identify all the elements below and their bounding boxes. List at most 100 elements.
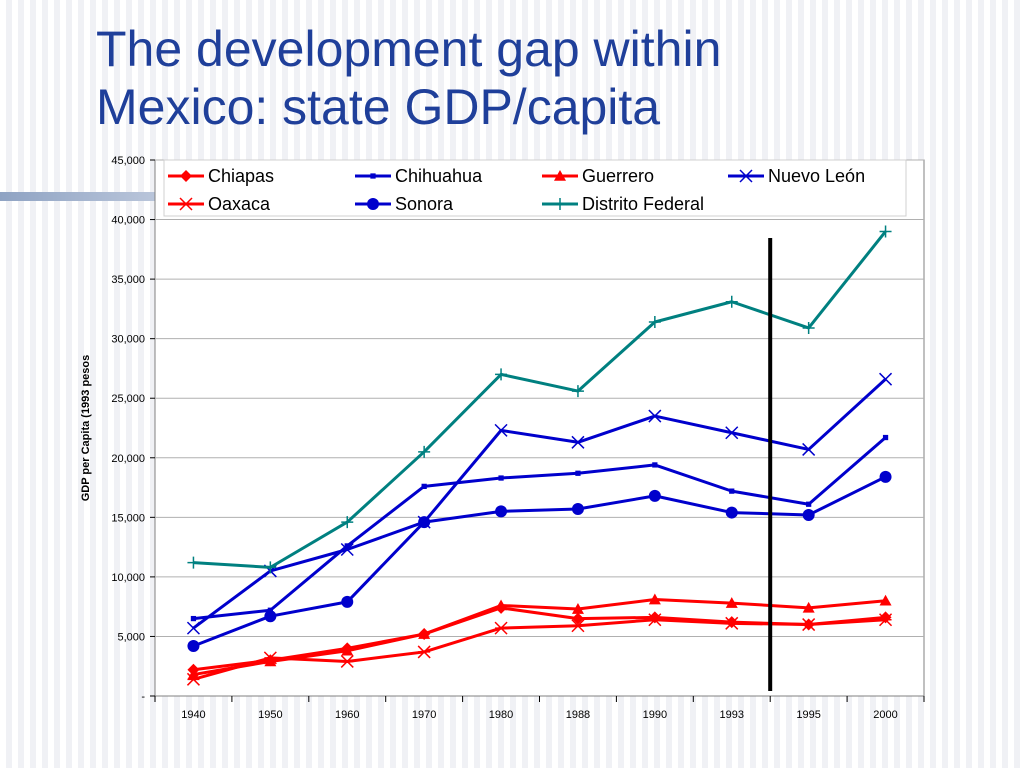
legend-marker (180, 170, 192, 182)
data-point-oaxaca (571, 619, 585, 633)
y-tick-label: 45,000 (111, 155, 145, 167)
data-point-nuevo-leon (879, 372, 893, 386)
data-point-nuevo-leon (186, 621, 200, 635)
data-point-guerrero (418, 628, 431, 639)
slide-title-line-2: Mexico: state GDP/capita (96, 79, 661, 135)
data-point-sonora (571, 502, 584, 515)
data-point-oaxaca (186, 672, 200, 686)
x-tick-label: 1990 (643, 709, 667, 721)
legend-item-nuevo-leon: Nuevo León (728, 166, 865, 186)
data-point-sonora (495, 505, 508, 518)
legend-item-sonora: Sonora (355, 194, 454, 214)
legend-label: Distrito Federal (582, 194, 704, 214)
data-point-distrito-federal (879, 225, 892, 238)
legend-marker (739, 169, 753, 183)
y-tick-label: 15,000 (111, 512, 145, 524)
data-point-oaxaca (802, 618, 816, 632)
data-point-chihuahua (498, 475, 504, 481)
y-tick-label: - (141, 691, 145, 703)
data-point-oaxaca (417, 645, 431, 659)
slide-title: The development gap within Mexico: state… (96, 20, 996, 136)
x-tick-label: 1950 (258, 709, 282, 721)
data-point-sonora (802, 508, 815, 521)
data-point-sonora (648, 489, 661, 502)
x-tick-label: 1980 (489, 709, 513, 721)
data-point-distrito-federal (418, 445, 431, 458)
data-point-nuevo-leon (802, 442, 816, 456)
data-point-oaxaca (879, 613, 893, 627)
data-point-chihuahua (575, 470, 581, 476)
legend-label: Chiapas (208, 166, 274, 186)
data-point-guerrero (571, 603, 584, 614)
data-point-chihuahua (344, 543, 350, 549)
decorative-rule-bar (0, 192, 155, 201)
data-point-sonora (187, 639, 200, 652)
data-point-oaxaca (263, 651, 277, 665)
x-tick-label: 1940 (181, 709, 205, 721)
legend-marker (554, 170, 566, 181)
legend-marker (370, 173, 376, 179)
legend-label: Guerrero (582, 166, 654, 186)
legend-marker (554, 198, 566, 210)
data-point-guerrero (264, 655, 277, 667)
slide-title-line-1: The development gap within (96, 21, 722, 77)
data-point-nuevo-leon (725, 426, 739, 440)
data-point-guerrero (495, 599, 508, 611)
y-axis-label: GDP per Capita (1993 pesos (80, 355, 92, 502)
x-tick-label: 1988 (566, 709, 590, 721)
data-point-distrito-federal (341, 516, 354, 529)
data-point-sonora (725, 506, 738, 519)
data-point-sonora (341, 595, 354, 608)
x-tick-label: 1960 (335, 709, 359, 721)
y-tick-label: 35,000 (111, 274, 145, 286)
x-tick-label: 1970 (412, 709, 436, 721)
data-point-sonora (879, 470, 892, 483)
data-point-sonora (264, 610, 277, 623)
y-tick-label: 25,000 (111, 393, 145, 405)
data-point-oaxaca (494, 621, 508, 635)
legend-item-chihuahua: Chihuahua (355, 166, 483, 186)
data-point-oaxaca (340, 654, 354, 668)
legend-label: Chihuahua (395, 166, 483, 186)
data-point-distrito-federal (648, 315, 661, 328)
data-point-nuevo-leon (648, 409, 662, 423)
data-point-distrito-federal (725, 295, 738, 308)
data-point-chihuahua (652, 462, 658, 468)
data-point-chihuahua (882, 434, 889, 441)
data-point-chihuahua (190, 615, 197, 622)
y-tick-label: 5,000 (117, 631, 145, 643)
y-tick-label: 20,000 (111, 453, 145, 465)
data-point-distrito-federal (187, 556, 200, 569)
data-point-distrito-federal (802, 321, 815, 334)
y-tick-label: 40,000 (111, 215, 145, 227)
data-point-nuevo-leon (494, 423, 508, 437)
data-point-nuevo-leon (571, 435, 585, 449)
data-point-oaxaca (648, 613, 662, 627)
legend-marker (179, 197, 193, 211)
legend-item-guerrero: Guerrero (542, 166, 654, 186)
data-point-guerrero (341, 644, 354, 656)
data-point-distrito-federal (495, 368, 508, 381)
x-tick-label: 2000 (873, 709, 897, 721)
data-point-nuevo-leon (340, 542, 354, 557)
x-tick-label: 1993 (720, 709, 744, 721)
x-tick-label: 1995 (796, 709, 820, 721)
data-point-sonora (418, 516, 431, 529)
data-point-guerrero (725, 597, 738, 608)
legend: Chiapas Chihuahua Guerrero Nuevo León Oaxaca… (163, 159, 907, 217)
y-tick-label: 10,000 (111, 572, 145, 584)
legend-label: Oaxaca (208, 194, 271, 214)
legend-label: Sonora (395, 194, 454, 214)
y-tick-label: 30,000 (111, 334, 145, 346)
data-point-distrito-federal (571, 385, 584, 398)
data-point-oaxaca (725, 616, 739, 630)
data-point-guerrero (648, 593, 661, 605)
legend-item-oaxaca: Oaxaca (168, 194, 271, 214)
data-point-distrito-federal (264, 561, 277, 574)
legend-item-chiapas: Chiapas (168, 166, 274, 186)
data-point-chiapas (571, 612, 584, 625)
legend-label: Nuevo León (768, 166, 865, 186)
data-point-guerrero (879, 594, 892, 606)
data-point-guerrero (802, 601, 815, 613)
